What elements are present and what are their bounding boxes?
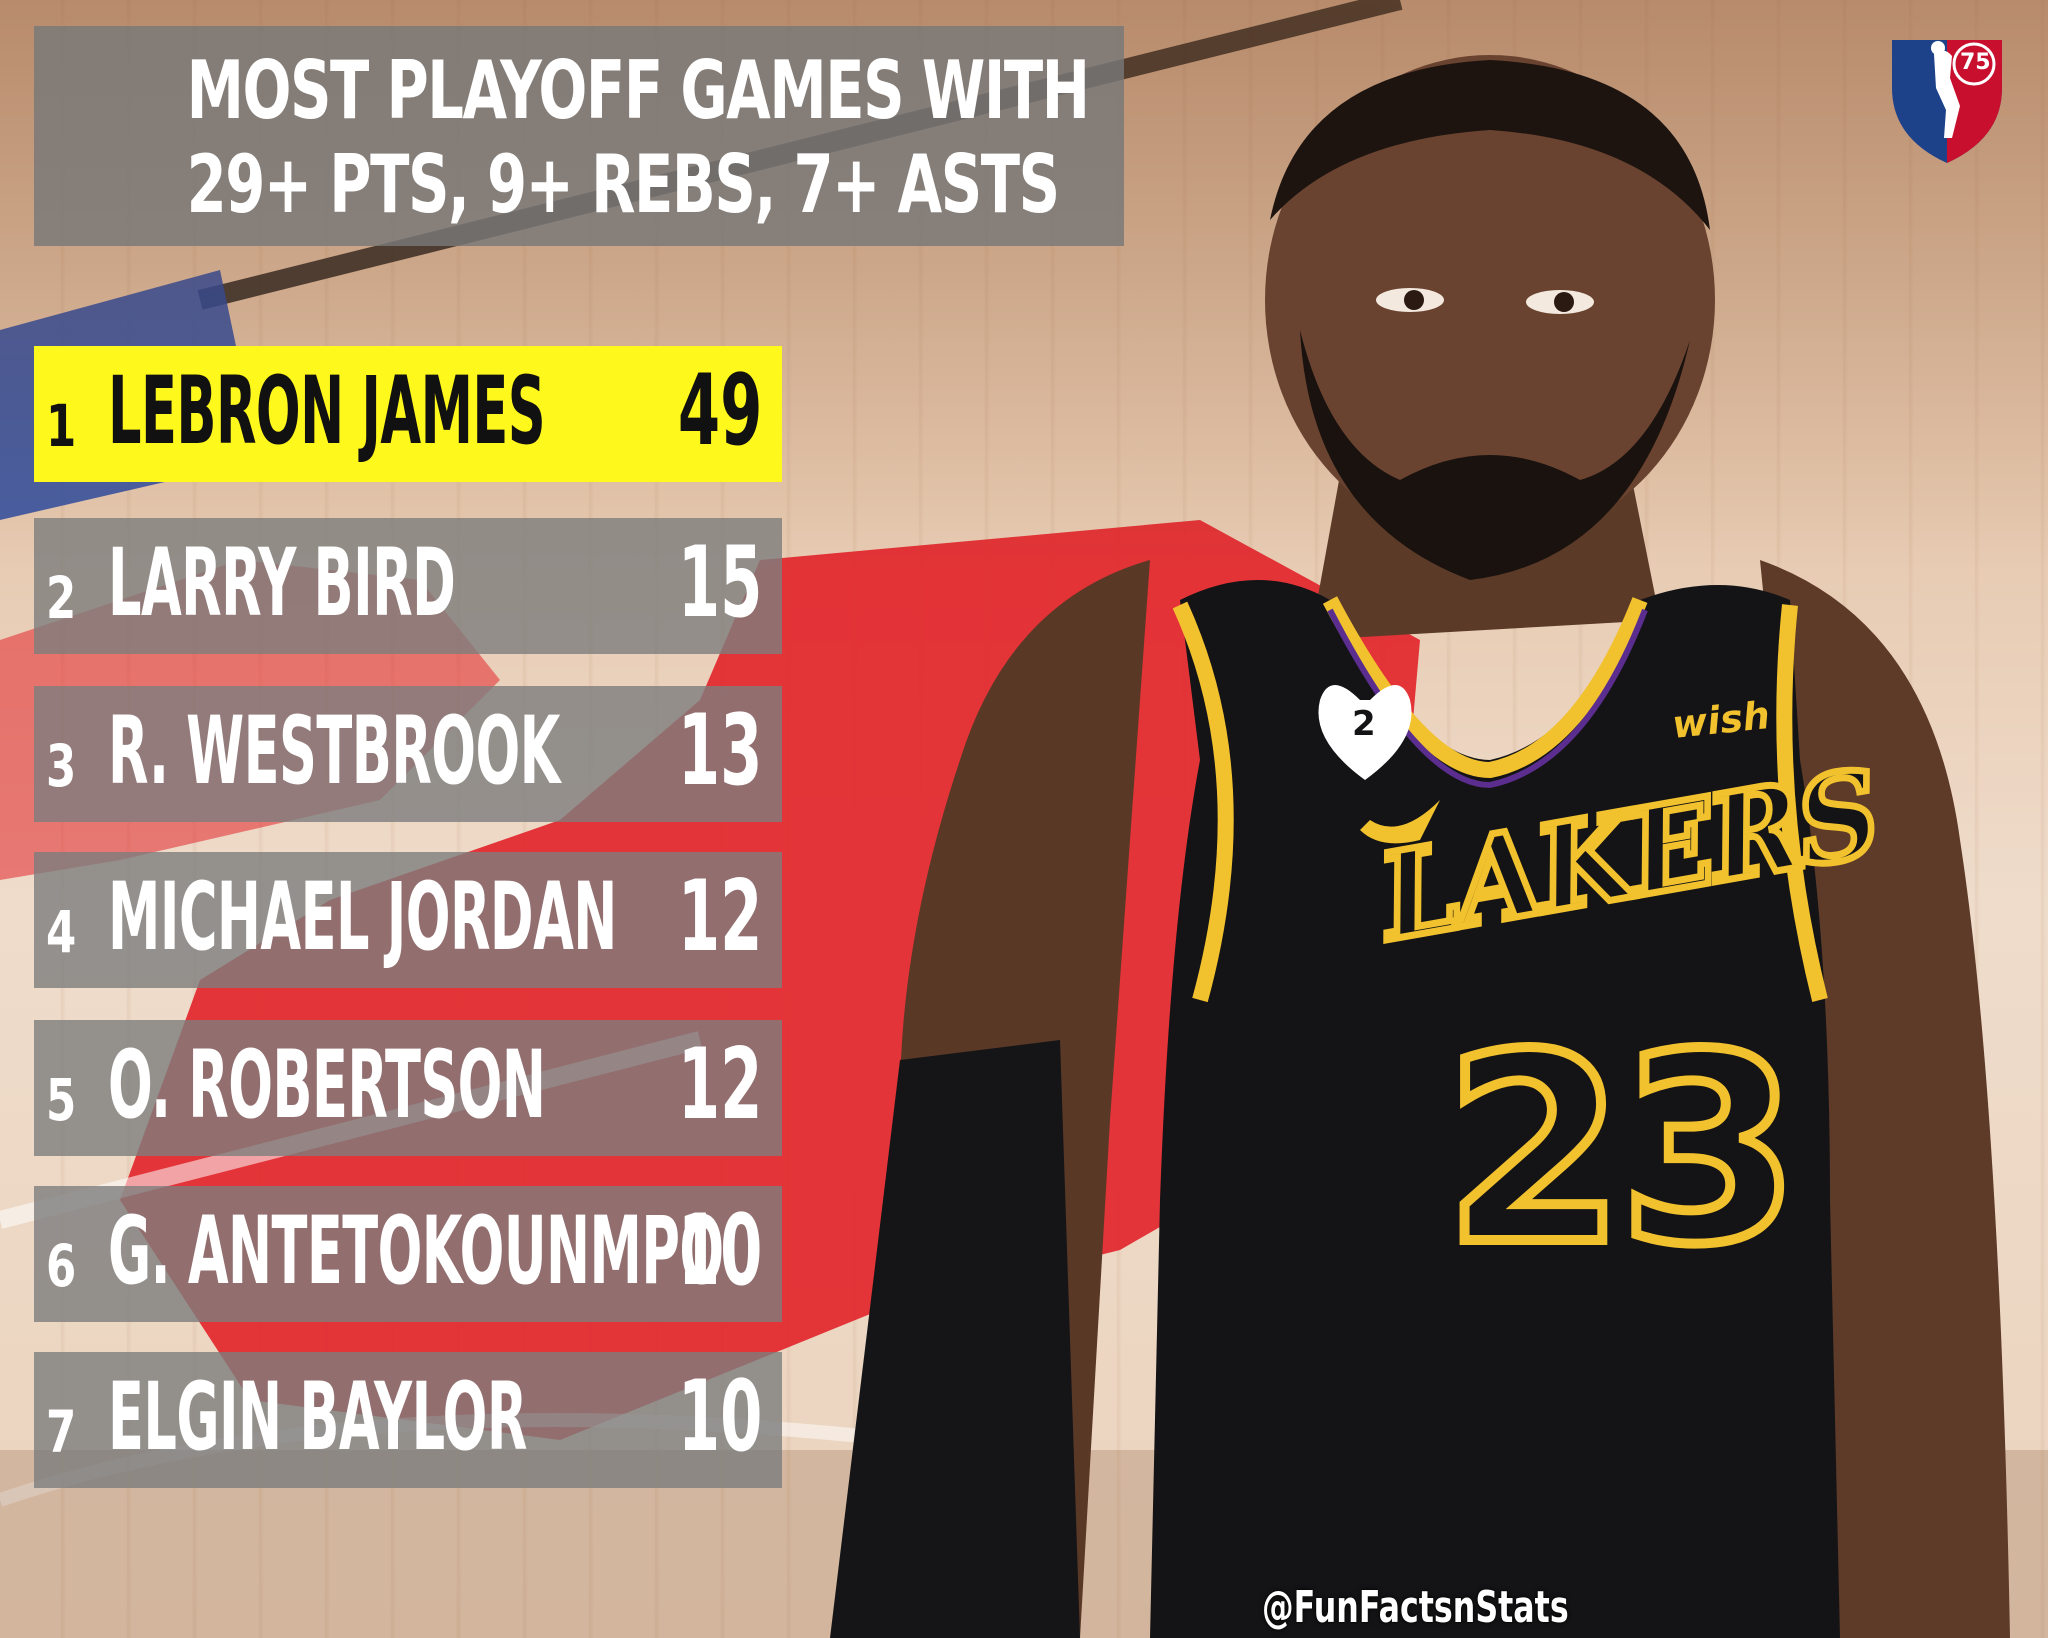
title-line-1: MOST PLAYOFF GAMES WITH xyxy=(186,44,1090,137)
beard xyxy=(1300,330,1690,580)
jersey xyxy=(1150,580,1840,1638)
ranking-row-7: 7 ELGIN BAYLOR 10 xyxy=(34,1352,782,1488)
rank-number: 6 xyxy=(46,1232,77,1300)
player-name: R. WESTBROOK xyxy=(108,697,560,806)
ranking-row-2: 2 LARRY BIRD 15 xyxy=(34,518,782,654)
swoosh-icon xyxy=(1360,800,1440,844)
ranking-row-6: 6 G. ANTETOKOUNMPO 10 xyxy=(34,1186,782,1322)
player-name: ELGIN BAYLOR xyxy=(108,1363,527,1472)
player-name: MICHAEL JORDAN xyxy=(108,863,617,972)
heart-patch-number: 2 xyxy=(1352,704,1376,744)
games-count: 12 xyxy=(677,860,762,974)
heart-patch-icon xyxy=(1318,685,1412,780)
player-name: O. ROBERTSON xyxy=(108,1031,546,1140)
games-count: 12 xyxy=(677,1028,762,1142)
ranking-row-3: 3 R. WESTBROOK 13 xyxy=(34,686,782,822)
logo-75-text: 75 xyxy=(1960,50,1991,75)
watermark-handle: @FunFactsnStats xyxy=(1262,1582,1569,1633)
player-name: LEBRON JAMES xyxy=(108,357,546,466)
head xyxy=(1265,55,1715,545)
rank-number: 3 xyxy=(46,732,77,800)
games-count: 10 xyxy=(677,1194,762,1308)
right-arm xyxy=(1760,560,2010,1638)
title-line-2: 29+ PTS, 9+ REBS, 7+ ASTS xyxy=(186,138,1060,231)
title-banner: MOST PLAYOFF GAMES WITH 29+ PTS, 9+ REBS… xyxy=(34,26,1124,246)
player-name: LARRY BIRD xyxy=(108,529,456,638)
hair xyxy=(1270,60,1710,230)
player-name: G. ANTETOKOUNMPO xyxy=(108,1197,724,1306)
ranking-row-5: 5 O. ROBERTSON 12 xyxy=(34,1020,782,1156)
rank-number: 5 xyxy=(46,1066,77,1134)
ranking-row-4: 4 MICHAEL JORDAN 12 xyxy=(34,852,782,988)
games-count: 49 xyxy=(677,354,762,468)
arm-sleeve xyxy=(830,1040,1080,1638)
games-count: 13 xyxy=(677,694,762,808)
rank-number: 7 xyxy=(46,1398,77,1466)
rank-number: 2 xyxy=(46,564,77,632)
rank-number: 1 xyxy=(46,392,77,460)
jersey-number: 23 xyxy=(1439,995,1805,1307)
games-count: 15 xyxy=(677,526,762,640)
rank-number: 4 xyxy=(46,898,77,966)
games-count: 10 xyxy=(677,1360,762,1474)
ranking-row-1: 1 LEBRON JAMES 49 xyxy=(34,346,782,482)
nba-75-logo-icon: 75 xyxy=(1872,18,2022,168)
